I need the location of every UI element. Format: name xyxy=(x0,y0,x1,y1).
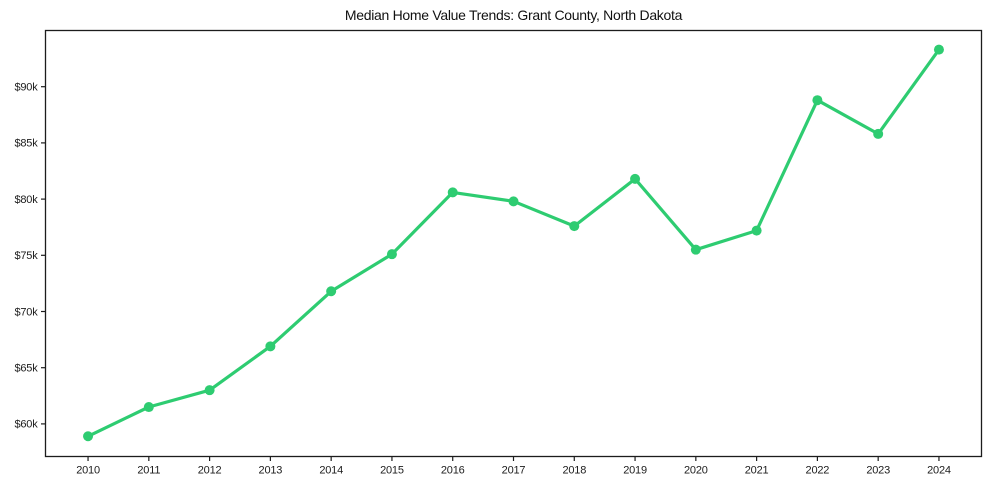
data-point-marker xyxy=(143,402,154,413)
x-tick-label: 2016 xyxy=(441,465,465,477)
data-point-marker xyxy=(630,173,641,184)
data-point-marker xyxy=(933,44,944,55)
chart-title: Median Home Value Trends: Grant County, … xyxy=(344,7,683,23)
x-tick-label: 2022 xyxy=(806,465,830,477)
x-tick-label: 2015 xyxy=(380,465,404,477)
x-tick-label: 2013 xyxy=(259,465,283,477)
x-tick-label: 2012 xyxy=(198,465,222,477)
data-point-marker xyxy=(83,431,94,442)
data-point-marker xyxy=(508,196,519,207)
data-point-marker xyxy=(447,187,458,198)
y-tick-label: $75k xyxy=(14,250,38,262)
data-point-marker xyxy=(812,95,823,106)
y-tick-label: $90k xyxy=(14,82,38,94)
x-tick-label: 2019 xyxy=(623,465,647,477)
y-tick-label: $65k xyxy=(14,363,38,375)
x-tick-label: 2017 xyxy=(502,465,526,477)
y-tick-label: $85k xyxy=(14,138,38,150)
data-point-marker xyxy=(569,221,580,232)
x-tick-label: 2018 xyxy=(562,465,586,477)
y-tick-label: $80k xyxy=(14,194,38,206)
data-point-marker xyxy=(690,244,701,255)
data-point-marker xyxy=(873,128,884,139)
x-tick-label: 2020 xyxy=(684,465,708,477)
data-point-marker xyxy=(204,385,215,396)
x-tick-label: 2024 xyxy=(927,465,951,477)
plot-border xyxy=(44,29,983,458)
x-tick-label: 2014 xyxy=(319,465,343,477)
data-point-marker xyxy=(326,286,337,297)
data-point-marker xyxy=(751,225,762,236)
x-tick-label: 2021 xyxy=(745,465,769,477)
data-point-marker xyxy=(265,341,276,352)
y-tick-label: $70k xyxy=(14,306,38,318)
data-point-marker xyxy=(386,249,397,260)
x-tick-label: 2011 xyxy=(137,465,160,477)
y-tick-label: $60k xyxy=(14,419,38,431)
x-tick-label: 2010 xyxy=(76,465,100,477)
x-tick-label: 2023 xyxy=(866,465,890,477)
